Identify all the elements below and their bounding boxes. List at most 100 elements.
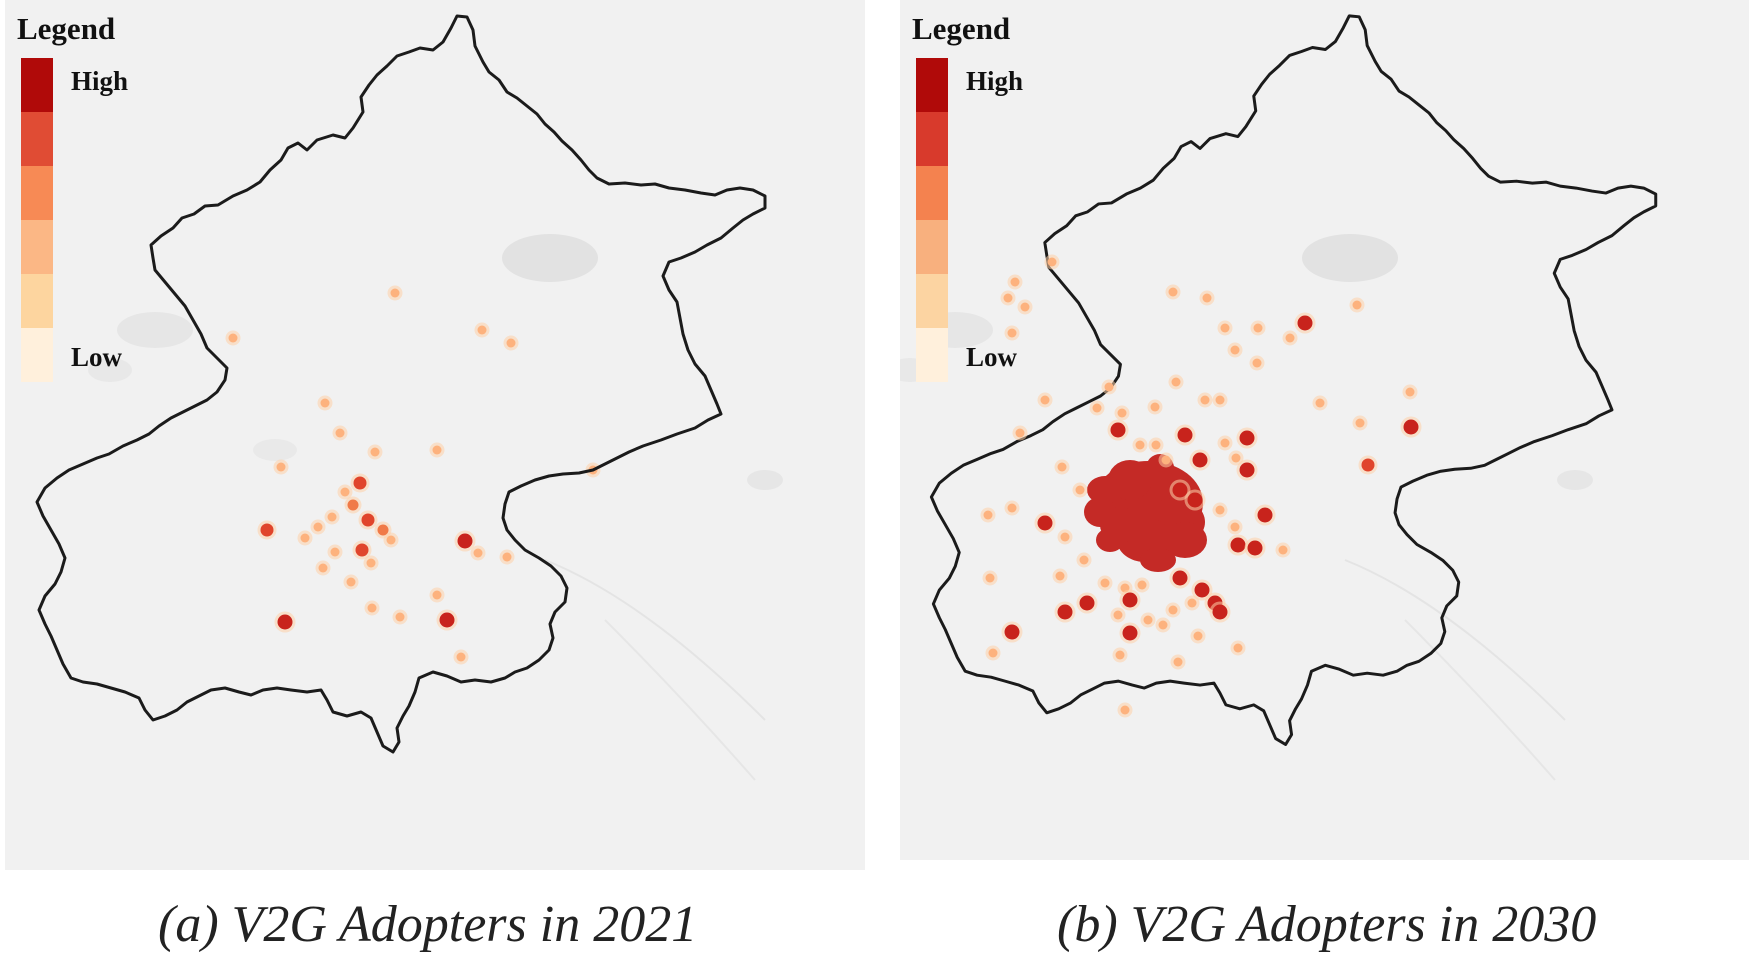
hotspot [1285, 333, 1295, 343]
legend-high-label: High [966, 66, 1024, 96]
hotspot [1253, 323, 1263, 333]
hotspot [1233, 643, 1243, 653]
hotspot [340, 487, 350, 497]
hotspot [1055, 571, 1065, 581]
hotspot [386, 535, 396, 545]
legend-low-label: Low [966, 342, 1018, 372]
hotspot [1212, 604, 1228, 620]
hotspot [432, 445, 442, 455]
ramp-step-1 [916, 58, 948, 112]
legend-low-label: Low [71, 342, 123, 372]
hotspot [1171, 377, 1181, 387]
hotspot [1120, 705, 1130, 715]
hotspot-cluster [1084, 497, 1116, 527]
hotspot [1100, 578, 1110, 588]
hotspot [1230, 537, 1246, 553]
ramp-step-4 [916, 220, 948, 274]
hotspot [276, 462, 286, 472]
color-ramp [21, 58, 53, 382]
hotspot [1143, 615, 1153, 625]
hotspot [1168, 605, 1178, 615]
hotspot [347, 499, 359, 511]
hotspot [1122, 625, 1138, 641]
hotspot [1161, 455, 1171, 465]
hotspot [1239, 462, 1255, 478]
hotspot [1117, 408, 1127, 418]
hotspot [1202, 293, 1212, 303]
hotspot-cluster [1140, 548, 1176, 572]
map-panel-2021: Legend High Low [5, 0, 865, 870]
hotspot [1220, 323, 1230, 333]
hotspot [1047, 257, 1057, 267]
hotspot [390, 288, 400, 298]
ramp-step-1 [21, 58, 53, 112]
hotspot [228, 333, 238, 343]
ramp-step-2 [916, 112, 948, 166]
hotspot [1405, 387, 1415, 397]
hotspot [506, 338, 516, 348]
hotspot [1115, 650, 1125, 660]
hotspot [502, 552, 512, 562]
hotspot [361, 513, 375, 527]
hotspot [1193, 631, 1203, 641]
caption-2030: (b) V2G Adopters in 2030 [1057, 896, 1597, 953]
hotspot [313, 522, 323, 532]
hotspot [1239, 430, 1255, 446]
ramp-step-2 [21, 112, 53, 166]
hotspot [1004, 624, 1020, 640]
hotspot [1231, 453, 1241, 463]
hotspot [1010, 277, 1020, 287]
hotspot [1110, 422, 1126, 438]
hotspot-cluster [1087, 476, 1123, 504]
hotspot [1247, 540, 1263, 556]
legend-2021: Legend High Low [17, 11, 167, 382]
hotspot [1057, 462, 1067, 472]
hotspot [353, 476, 367, 490]
hotspot [1352, 300, 1362, 310]
hotspot-layer-2021 [225, 285, 601, 665]
hotspot [318, 563, 328, 573]
hotspot [1361, 458, 1375, 472]
hotspot [1194, 582, 1210, 598]
legend-title: Legend [912, 11, 1011, 46]
hotspot [1015, 428, 1025, 438]
hotspot [260, 523, 274, 537]
hotspot [330, 547, 340, 557]
hotspot [1037, 515, 1053, 531]
region-boundary-2030 [929, 14, 1658, 746]
hotspot [1215, 395, 1225, 405]
hotspot [1187, 492, 1203, 508]
hotspot [985, 573, 995, 583]
hotspot [1092, 403, 1102, 413]
hotspot [1187, 598, 1197, 608]
hotspot [346, 577, 356, 587]
hotspot [439, 612, 455, 628]
hotspot [1075, 485, 1085, 495]
hotspot [370, 447, 380, 457]
legend-title: Legend [17, 11, 116, 46]
hotspot [1230, 345, 1240, 355]
hotspot [1257, 507, 1273, 523]
hotspot [1020, 302, 1030, 312]
hotspot [1173, 657, 1183, 667]
hotspot [457, 533, 473, 549]
hotspot [1297, 315, 1313, 331]
hotspot [1003, 293, 1013, 303]
map-2030 [900, 14, 1658, 781]
hotspot [1315, 398, 1325, 408]
hotspot [1079, 555, 1089, 565]
hotspot [1137, 580, 1147, 590]
legend-2030: Legend High Low [912, 11, 1062, 382]
ramp-step-4 [21, 220, 53, 274]
background-features [88, 234, 783, 781]
hotspot [1007, 503, 1017, 513]
hotspot [477, 325, 487, 335]
hotspot [1122, 592, 1138, 608]
hotspot [1151, 440, 1161, 450]
hotspot [377, 524, 389, 536]
ramp-step-5 [21, 274, 53, 328]
caption-2021: (a) V2G Adopters in 2021 [158, 896, 698, 953]
hotspot [983, 510, 993, 520]
hotspot-cluster [1163, 522, 1207, 558]
hotspot [988, 648, 998, 658]
